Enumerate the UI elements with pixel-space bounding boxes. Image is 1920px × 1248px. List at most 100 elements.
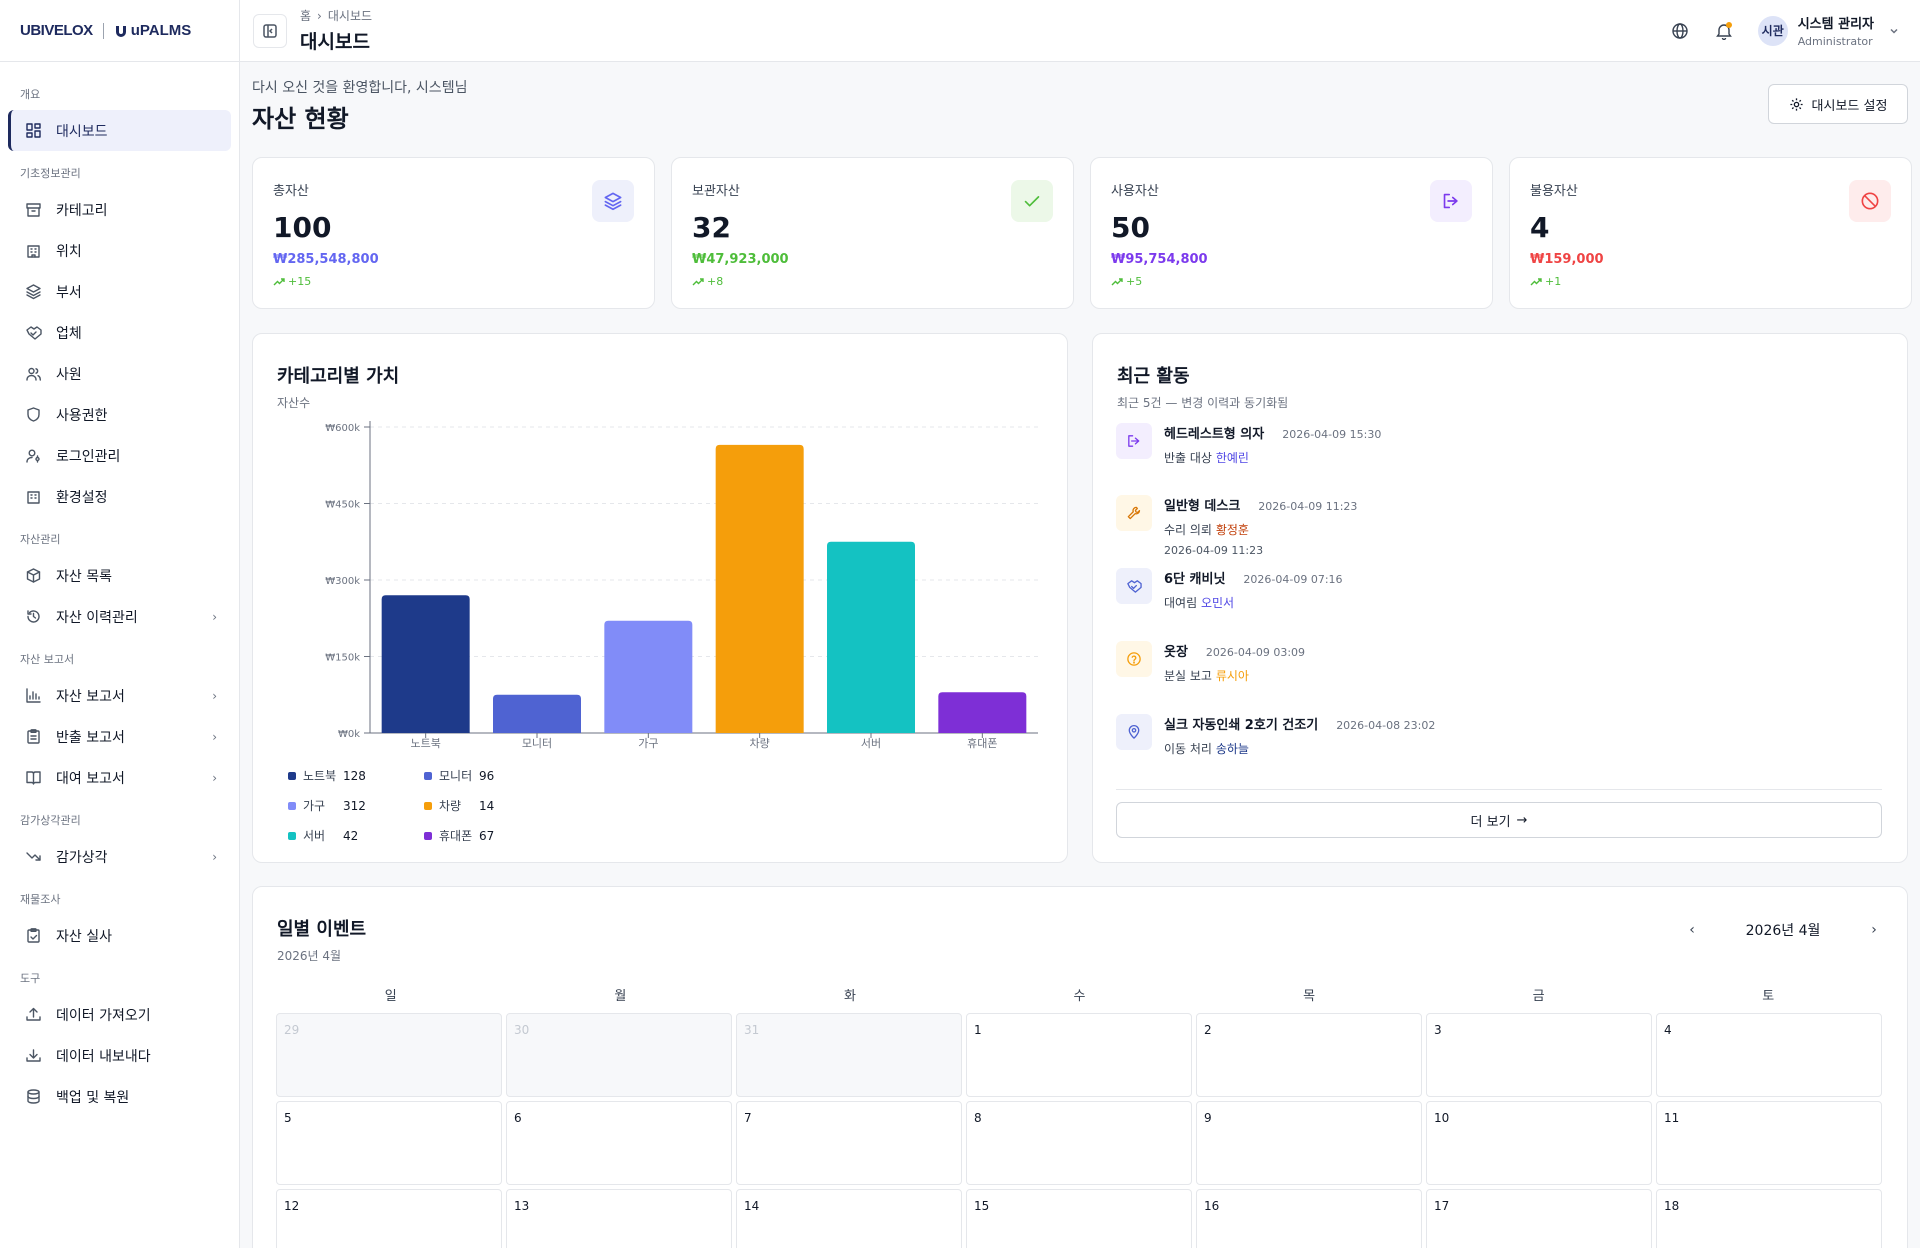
stat-card[interactable]: 불용자산 4 ₩159,000 +1 <box>1509 157 1912 309</box>
calendar-day[interactable]: 29 <box>276 1013 502 1097</box>
sidebar-item-3-2[interactable]: 대여 보고서 › <box>8 757 231 798</box>
stat-card[interactable]: 총자산 100 ₩285,548,800 +15 <box>252 157 655 309</box>
calendar-day[interactable]: 6 <box>506 1101 732 1185</box>
legend-item[interactable]: 차량 14 <box>424 797 544 814</box>
calendar-day[interactable]: 13 <box>506 1189 732 1248</box>
building-settings-icon <box>26 491 40 504</box>
calendar-day[interactable]: 12 <box>276 1189 502 1248</box>
legend-item[interactable]: 모니터 96 <box>424 767 544 784</box>
bar-0[interactable] <box>381 595 470 733</box>
stat-card[interactable]: 사용자산 50 ₩95,754,800 +5 <box>1090 157 1493 309</box>
sidebar-item-5-0[interactable]: 자산 실사 <box>8 915 231 956</box>
sidebar-toggle-button[interactable] <box>253 13 287 48</box>
sidebar-item-3-1[interactable]: 반출 보고서 › <box>8 716 231 757</box>
activity-icon-box <box>1116 714 1152 750</box>
activity-person[interactable]: 오민서 <box>1200 596 1235 610</box>
legend-item[interactable]: 노트북 128 <box>288 767 424 784</box>
calendar-day[interactable]: 18 <box>1656 1189 1882 1248</box>
breadcrumb-home[interactable]: 홈 <box>300 9 312 23</box>
book-icon <box>25 771 41 785</box>
calendar-day[interactable]: 16 <box>1196 1189 1422 1248</box>
trending-up-icon <box>1111 277 1123 285</box>
calendar-day-number: 16 <box>1204 1199 1220 1213</box>
calendar-day[interactable]: 4 <box>1656 1013 1882 1097</box>
activity-person[interactable]: 류시아 <box>1215 669 1249 683</box>
sidebar-item-1-3[interactable]: 업체 <box>8 312 231 353</box>
calendar-day-number: 1 <box>974 1023 982 1037</box>
bar-3[interactable] <box>715 444 804 733</box>
sidebar-item-1-4[interactable]: 사원 <box>8 353 231 394</box>
activity-time: 2026-04-08 23:02 <box>1336 719 1436 732</box>
activity-time: 2026-04-09 11:23 <box>1258 500 1358 513</box>
calendar-day[interactable]: 9 <box>1196 1101 1422 1185</box>
sidebar-item-1-7[interactable]: 환경설정 <box>8 476 231 517</box>
legend-item[interactable]: 가구 312 <box>288 797 424 814</box>
calendar-day[interactable]: 10 <box>1426 1101 1652 1185</box>
calendar-day[interactable]: 8 <box>966 1101 1192 1185</box>
calendar-day[interactable]: 2 <box>1196 1013 1422 1097</box>
bar-5[interactable] <box>938 692 1027 733</box>
bar-chart-icon-wrap <box>24 687 42 705</box>
sidebar-item-1-0[interactable]: 카테고리 <box>8 189 231 230</box>
activity-person[interactable]: 송하늘 <box>1215 742 1249 756</box>
log-out-icon <box>1443 193 1458 209</box>
stat-amount: ₩95,754,800 <box>1111 252 1208 267</box>
sidebar-item-6-1[interactable]: 데이터 내보내다 <box>8 1035 231 1076</box>
calendar-day[interactable]: 31 <box>736 1013 962 1097</box>
legend-name: 휴대폰 <box>439 829 473 843</box>
calendar-day[interactable]: 7 <box>736 1101 962 1185</box>
calendar-day[interactable]: 15 <box>966 1189 1192 1248</box>
sidebar-item-label: 대시보드 <box>56 123 108 140</box>
chevron-right-icon: › <box>212 849 217 864</box>
calendar-title: 일별 이벤트 <box>277 919 367 940</box>
legend-item[interactable]: 서버 42 <box>288 827 424 844</box>
sidebar-item-3-0[interactable]: 자산 보고서 › <box>8 675 231 716</box>
activity-person[interactable]: 황정훈 <box>1215 523 1249 537</box>
user-menu[interactable]: 시관 시스템 관리자 Administrator <box>1757 13 1900 48</box>
bar-1[interactable] <box>493 694 581 733</box>
y-tick-label: ₩300k <box>325 576 360 587</box>
sidebar-item-1-5[interactable]: 사용권한 <box>8 394 231 435</box>
calendar-day[interactable]: 11 <box>1656 1101 1882 1185</box>
activity-item[interactable]: 일반형 데스크 2026-04-09 11:23 수리 의뢰 황정훈 2026-04-… <box>1116 495 1357 557</box>
sidebar-item-1-2[interactable]: 부서 <box>8 271 231 312</box>
activity-item[interactable]: 6단 캐비닛 2026-04-09 07:16 대여림 오민서 <box>1116 568 1343 611</box>
dashboard-settings-button[interactable]: 대시보드 설정 <box>1768 84 1908 124</box>
stat-card[interactable]: 보관자산 32 ₩47,923,000 +8 <box>671 157 1074 309</box>
calendar-day[interactable]: 30 <box>506 1013 732 1097</box>
calendar-day[interactable]: 14 <box>736 1189 962 1248</box>
sidebar-item-label: 자산 실사 <box>56 928 112 945</box>
language-button[interactable] <box>1660 11 1700 51</box>
activity-item[interactable]: 옷장 2026-04-09 03:09 분실 보고 류시아 <box>1116 641 1305 684</box>
activity-item[interactable]: 헤드레스트형 의자 2026-04-09 15:30 반출 대상 한예린 <box>1116 423 1381 466</box>
calendar-day[interactable]: 5 <box>276 1101 502 1185</box>
activity-item[interactable]: 실크 자동인쇄 2호기 건조기 2026-04-08 23:02 이동 처리 송하늘 <box>1116 714 1435 757</box>
sidebar-item-0-0[interactable]: 대시보드 <box>8 110 231 151</box>
bar-4[interactable] <box>827 541 915 733</box>
nav-section-label: 기초정보관리 <box>20 167 81 180</box>
sidebar-item-1-1[interactable]: 위치 <box>8 230 231 271</box>
calendar-day-number: 8 <box>974 1111 982 1125</box>
stat-amount: ₩159,000 <box>1530 252 1604 267</box>
more-button[interactable]: 더 보기 → <box>1116 802 1882 838</box>
bar-chart-icon <box>25 688 41 703</box>
legend-item[interactable]: 휴대폰 67 <box>424 827 544 844</box>
notifications-button[interactable] <box>1704 11 1744 51</box>
sidebar-item-6-0[interactable]: 데이터 가져오기 <box>8 994 231 1035</box>
prev-month-button[interactable]: ‹ <box>1689 922 1695 938</box>
calendar-day[interactable]: 3 <box>1426 1013 1652 1097</box>
sidebar-item-6-2[interactable]: 백업 및 복원 <box>8 1076 231 1117</box>
calendar-day[interactable]: 1 <box>966 1013 1192 1097</box>
upload-icon-wrap <box>24 1006 42 1024</box>
calendar-day[interactable]: 17 <box>1426 1189 1652 1248</box>
sidebar-item-2-0[interactable]: 자산 목록 <box>8 555 231 596</box>
activity-person[interactable]: 한예린 <box>1215 451 1249 465</box>
sidebar-item-1-6[interactable]: 로그인관리 <box>8 435 231 476</box>
sidebar-item-4-0[interactable]: 감가상각 › <box>8 836 231 877</box>
sidebar-item-2-1[interactable]: 자산 이력관리 › <box>8 596 231 637</box>
section-title: 자산 현황 <box>252 105 349 133</box>
next-month-button[interactable]: › <box>1871 922 1877 938</box>
bar-2[interactable] <box>604 620 693 733</box>
users-icon <box>25 367 41 381</box>
brand-logo[interactable]: UBIVELOX uPALMS <box>0 0 239 62</box>
